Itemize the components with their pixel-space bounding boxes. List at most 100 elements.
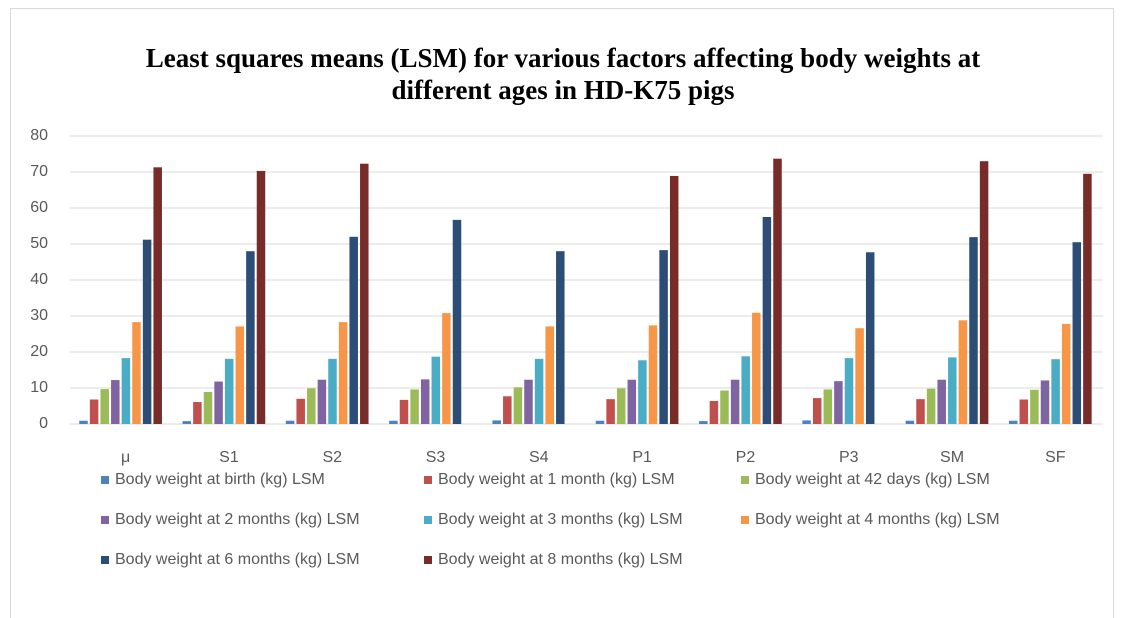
legend-swatch bbox=[424, 476, 432, 484]
bar bbox=[616, 388, 626, 424]
bar bbox=[606, 399, 615, 424]
bar bbox=[752, 312, 761, 424]
bar bbox=[524, 379, 533, 424]
x-tick-label: P3 bbox=[839, 449, 859, 466]
bar bbox=[638, 360, 647, 424]
chart-title: Least squares means (LSM) for various fa… bbox=[145, 43, 981, 105]
bar bbox=[844, 358, 854, 424]
legend-swatch bbox=[101, 556, 109, 564]
bar bbox=[246, 251, 255, 424]
y-tick-label: 70 bbox=[30, 163, 48, 180]
bar bbox=[916, 399, 925, 424]
bar bbox=[203, 391, 213, 424]
legend-swatch bbox=[424, 556, 432, 564]
bar bbox=[431, 356, 441, 424]
bar bbox=[659, 250, 668, 424]
bar bbox=[1083, 173, 1092, 424]
bar bbox=[948, 357, 957, 424]
bar bbox=[79, 420, 88, 424]
y-tick-label: 50 bbox=[30, 235, 48, 252]
bar bbox=[1030, 389, 1039, 424]
legend-swatch bbox=[741, 516, 749, 524]
bar bbox=[1072, 242, 1082, 424]
bar bbox=[534, 358, 544, 424]
bar bbox=[256, 170, 266, 424]
bar bbox=[802, 420, 811, 424]
bar bbox=[142, 239, 152, 424]
legend-label: Body weight at 2 months (kg) LSM bbox=[115, 511, 360, 528]
bar bbox=[338, 322, 348, 424]
bar bbox=[89, 399, 99, 424]
bar bbox=[307, 388, 316, 424]
bar bbox=[285, 420, 295, 424]
y-tick-label: 40 bbox=[30, 271, 48, 288]
y-tick-label: 30 bbox=[30, 307, 48, 324]
bar bbox=[556, 251, 565, 424]
bar bbox=[730, 379, 740, 424]
x-tick-label: S4 bbox=[529, 449, 549, 466]
bar bbox=[627, 379, 637, 424]
y-tick-label: 80 bbox=[30, 127, 48, 144]
bar bbox=[905, 420, 915, 424]
bar bbox=[410, 389, 419, 424]
bar bbox=[773, 158, 782, 424]
legend-label: Body weight at 6 months (kg) LSM bbox=[115, 551, 360, 568]
y-tick-label: 60 bbox=[30, 199, 48, 216]
bar bbox=[979, 161, 989, 424]
legend-swatch bbox=[101, 516, 109, 524]
bar bbox=[1040, 380, 1050, 424]
bar bbox=[349, 236, 358, 424]
bar bbox=[182, 421, 192, 424]
bar bbox=[328, 358, 337, 424]
bar bbox=[648, 325, 658, 424]
bar bbox=[224, 358, 234, 424]
bar bbox=[699, 421, 708, 424]
x-tick-label: P2 bbox=[736, 449, 756, 466]
bar bbox=[1008, 420, 1018, 424]
bar bbox=[503, 396, 512, 424]
bar bbox=[193, 402, 202, 424]
bar bbox=[969, 237, 978, 424]
x-tick-label: SF bbox=[1045, 449, 1066, 466]
bar bbox=[812, 398, 822, 424]
bar bbox=[1019, 399, 1029, 424]
bar bbox=[111, 380, 120, 424]
bar bbox=[442, 313, 451, 424]
y-tick-label: 0 bbox=[39, 415, 48, 432]
x-tick-label: μ bbox=[121, 449, 130, 466]
x-tick-label: S2 bbox=[322, 449, 342, 466]
bar bbox=[100, 389, 109, 424]
legend-label: Body weight at birth (kg) LSM bbox=[115, 471, 325, 488]
bar bbox=[709, 400, 719, 424]
legend-label: Body weight at 1 month (kg) LSM bbox=[438, 471, 675, 488]
bar bbox=[926, 388, 936, 424]
bar bbox=[595, 420, 605, 424]
legend-swatch bbox=[424, 516, 432, 524]
legend-label: Body weight at 42 days (kg) LSM bbox=[755, 471, 990, 488]
y-tick-label: 10 bbox=[30, 379, 48, 396]
bar bbox=[360, 163, 369, 424]
bar bbox=[937, 379, 946, 424]
bar bbox=[513, 387, 523, 424]
x-tick-label: SM bbox=[940, 449, 964, 466]
bar bbox=[317, 379, 327, 424]
bar bbox=[865, 252, 875, 424]
bar bbox=[121, 358, 131, 424]
x-tick-label: S3 bbox=[426, 449, 446, 466]
bar bbox=[823, 389, 833, 424]
legend-swatch bbox=[741, 476, 749, 484]
x-tick-label: P1 bbox=[632, 449, 652, 466]
chart-border bbox=[10, 8, 1114, 618]
bar bbox=[235, 326, 245, 424]
legend-label: Body weight at 3 months (kg) LSM bbox=[438, 511, 683, 528]
legend-label: Body weight at 4 months (kg) LSM bbox=[755, 511, 1000, 528]
legend-swatch bbox=[101, 476, 109, 484]
bar bbox=[492, 420, 501, 424]
x-tick-label: S1 bbox=[219, 449, 239, 466]
bar bbox=[855, 328, 864, 424]
bar bbox=[420, 379, 430, 424]
bar bbox=[153, 167, 162, 424]
bar bbox=[762, 217, 772, 424]
